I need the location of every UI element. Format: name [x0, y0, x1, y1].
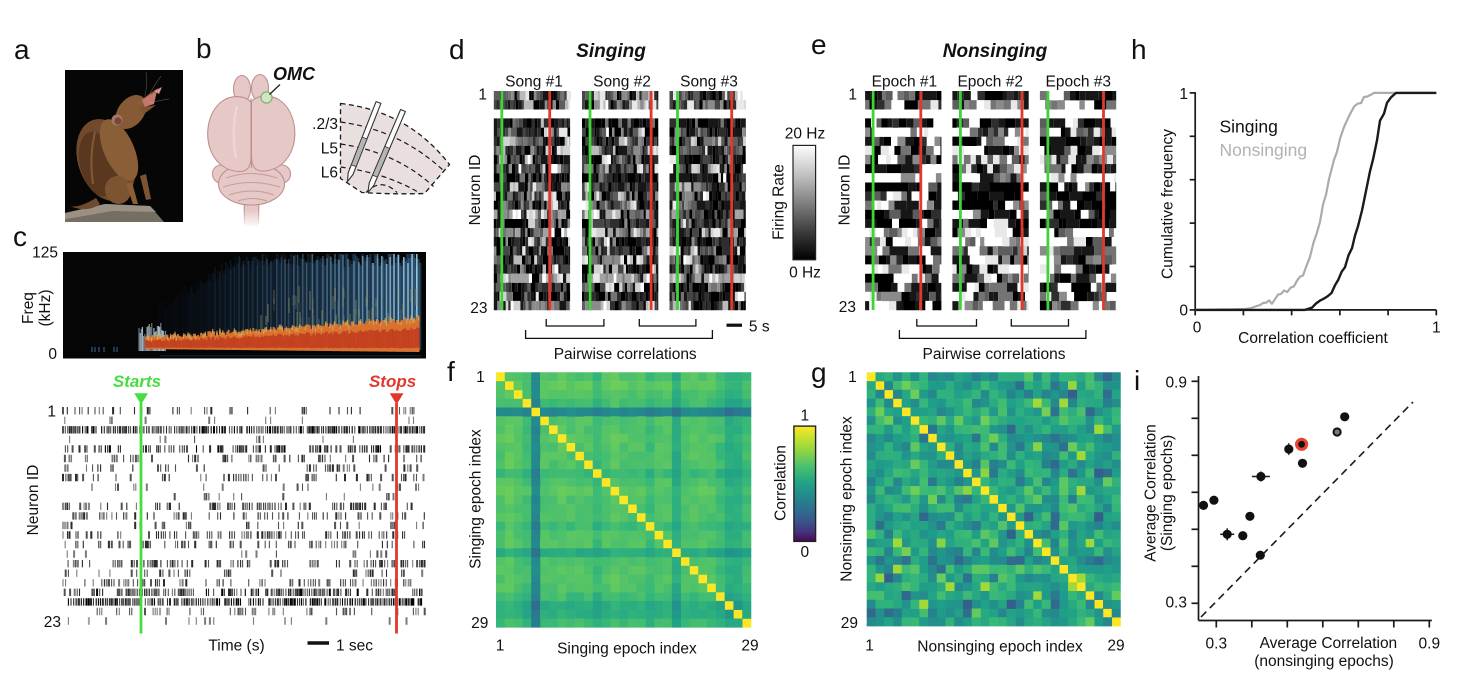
svg-text:29: 29 — [741, 638, 758, 655]
svg-text:.2/3: .2/3 — [312, 116, 338, 133]
svg-text:29: 29 — [841, 615, 858, 632]
svg-text:Nonsinging epoch index: Nonsinging epoch index — [839, 416, 856, 582]
svg-text:(nonsinging epochs): (nonsinging epochs) — [1254, 653, 1394, 670]
svg-text:1: 1 — [478, 87, 487, 104]
svg-text:0 Hz: 0 Hz — [789, 265, 821, 282]
svg-text:1: 1 — [476, 369, 485, 386]
svg-text:Freq: Freq — [20, 292, 37, 324]
svg-text:125: 125 — [32, 245, 58, 262]
svg-text:Singing: Singing — [576, 41, 646, 62]
svg-text:b: b — [196, 33, 212, 64]
svg-text:d: d — [449, 34, 465, 65]
svg-text:1: 1 — [47, 404, 56, 421]
svg-text:Time (s): Time (s) — [208, 638, 264, 655]
svg-text:Epoch #1: Epoch #1 — [872, 74, 938, 91]
svg-text:f: f — [447, 356, 455, 387]
svg-text:Nonsinging epoch index: Nonsinging epoch index — [917, 639, 1083, 656]
svg-text:Song #3: Song #3 — [680, 74, 738, 91]
svg-text:Neuron ID: Neuron ID — [467, 155, 484, 226]
svg-text:1: 1 — [848, 87, 857, 104]
svg-text:Firing Rate: Firing Rate — [771, 164, 788, 240]
svg-text:0.9: 0.9 — [1165, 375, 1187, 392]
svg-text:0: 0 — [1193, 320, 1202, 337]
svg-text:Nonsinging: Nonsinging — [943, 41, 1048, 62]
svg-text:0.3: 0.3 — [1165, 595, 1187, 612]
svg-text:23: 23 — [839, 299, 856, 316]
svg-text:1: 1 — [1432, 320, 1441, 337]
svg-text:0.3: 0.3 — [1206, 636, 1228, 653]
svg-text:L5: L5 — [321, 141, 338, 158]
svg-text:5 s: 5 s — [749, 319, 770, 336]
svg-text:Correlation coefficient: Correlation coefficient — [1238, 330, 1388, 347]
svg-text:g: g — [811, 357, 827, 388]
svg-text:29: 29 — [1107, 638, 1124, 655]
svg-text:0.9: 0.9 — [1419, 636, 1441, 653]
svg-text:L6: L6 — [321, 165, 338, 182]
svg-text:20 Hz: 20 Hz — [785, 126, 826, 143]
svg-text:Singing: Singing — [1220, 116, 1278, 136]
svg-text:Neuron ID: Neuron ID — [25, 465, 42, 536]
svg-text:Average Correlation: Average Correlation — [1260, 635, 1398, 652]
svg-text:(Singing epochs): (Singing epochs) — [1159, 435, 1176, 551]
svg-text:e: e — [811, 29, 827, 60]
svg-text:0: 0 — [1179, 303, 1188, 320]
svg-text:23: 23 — [44, 614, 61, 631]
svg-text:29: 29 — [471, 615, 488, 632]
svg-text:0: 0 — [800, 544, 809, 561]
svg-text:Cumulative frequency: Cumulative frequency — [1160, 129, 1177, 279]
svg-text:Stops: Stops — [369, 372, 416, 391]
svg-text:Pairwise correlations: Pairwise correlations — [923, 346, 1066, 363]
svg-text:c: c — [13, 221, 27, 252]
svg-text:a: a — [14, 34, 30, 65]
svg-text:Song #1: Song #1 — [505, 74, 563, 91]
svg-text:Average Correlation: Average Correlation — [1143, 424, 1160, 562]
svg-text:Starts: Starts — [113, 372, 161, 391]
svg-text:i: i — [1134, 365, 1140, 396]
svg-text:23: 23 — [470, 300, 487, 317]
svg-text:1: 1 — [865, 638, 874, 655]
svg-text:0: 0 — [48, 346, 57, 363]
svg-text:Neuron ID: Neuron ID — [837, 155, 854, 226]
svg-text:Singing epoch index: Singing epoch index — [468, 429, 485, 569]
svg-text:1: 1 — [800, 408, 809, 425]
svg-text:1 sec: 1 sec — [336, 638, 373, 655]
svg-text:1: 1 — [848, 369, 857, 386]
svg-text:OMC: OMC — [273, 64, 316, 84]
svg-text:Song #2: Song #2 — [593, 74, 651, 91]
svg-text:(kHz): (kHz) — [37, 289, 54, 326]
svg-text:Epoch #3: Epoch #3 — [1046, 74, 1112, 91]
svg-text:Pairwise correlations: Pairwise correlations — [554, 346, 697, 363]
svg-text:1: 1 — [496, 638, 505, 655]
svg-text:Nonsinging: Nonsinging — [1220, 140, 1308, 160]
svg-text:Singing epoch index: Singing epoch index — [557, 641, 697, 658]
svg-text:h: h — [1131, 34, 1147, 65]
svg-text:Correlation: Correlation — [773, 445, 790, 521]
svg-text:Epoch #2: Epoch #2 — [957, 74, 1023, 91]
svg-text:1: 1 — [1179, 86, 1188, 103]
